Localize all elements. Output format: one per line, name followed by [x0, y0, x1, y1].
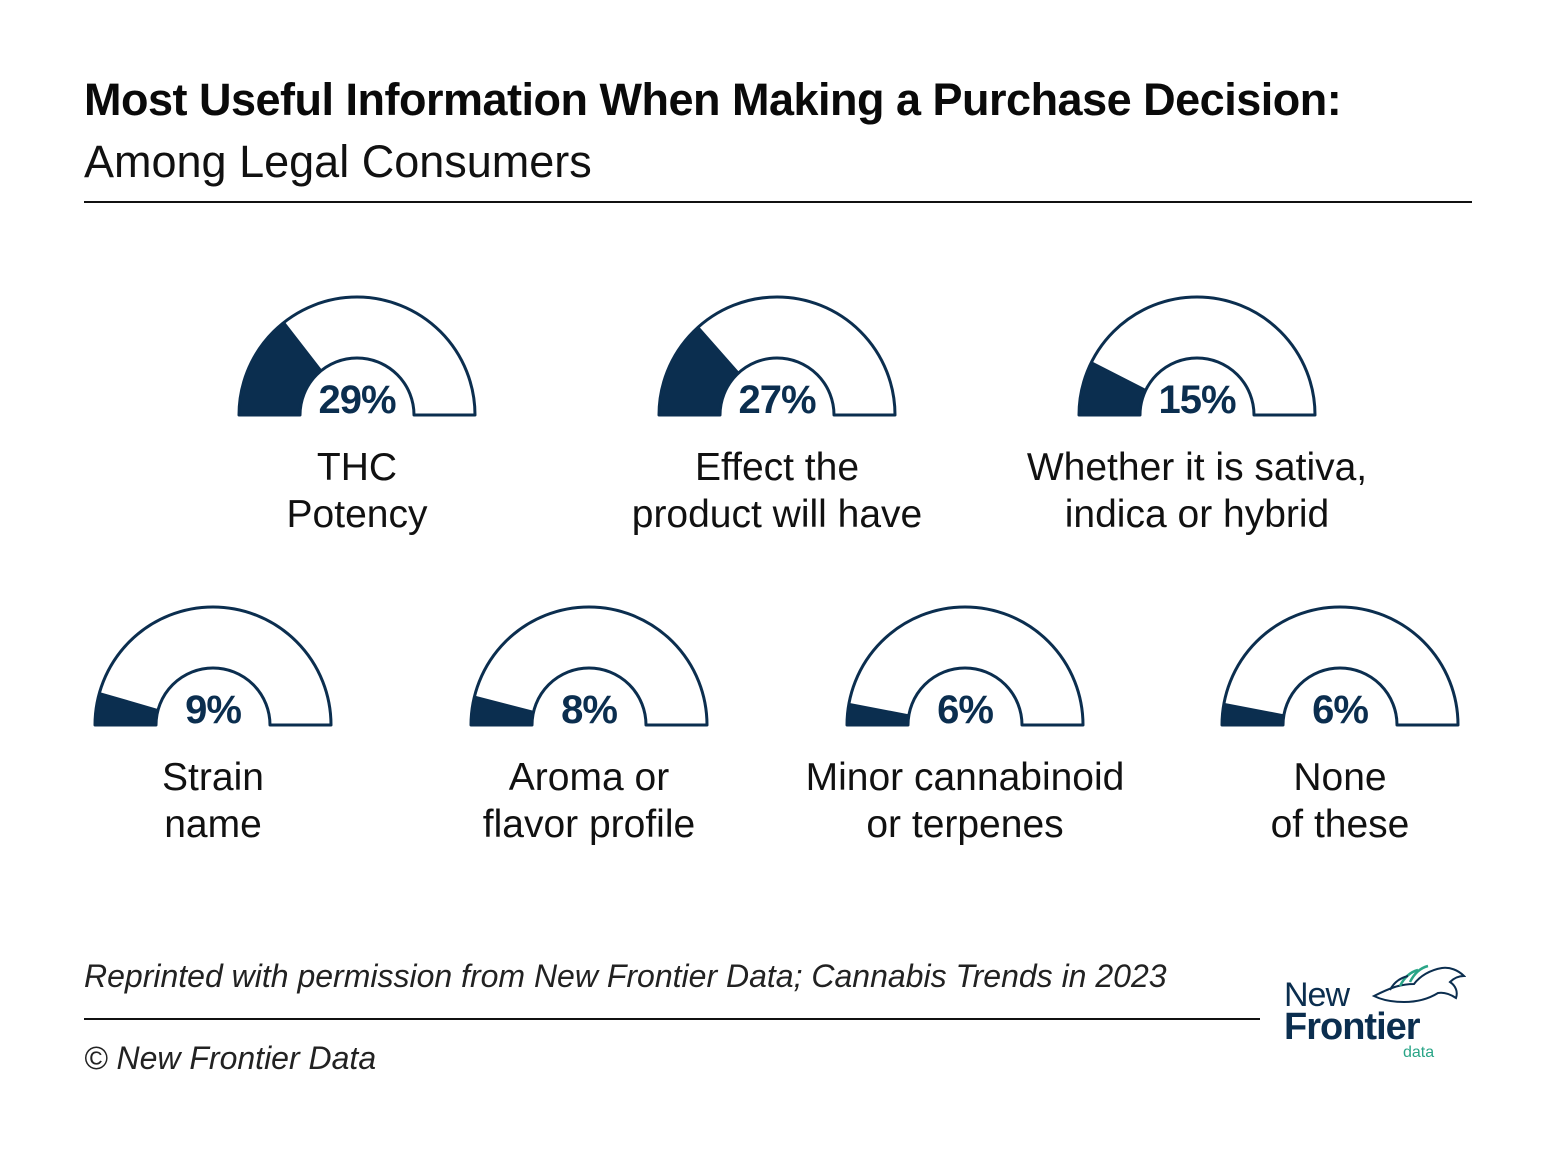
- gauge-fill: [659, 326, 740, 415]
- page-subtitle: Among Legal Consumers: [84, 136, 592, 187]
- gauge-category-label: Strain: [162, 756, 264, 799]
- horse-head-icon: [1371, 964, 1466, 1004]
- gauge-category-label: None: [1293, 756, 1386, 799]
- gauge-track: [1077, 295, 1317, 417]
- gauge-fill: [239, 321, 323, 415]
- logo-text-new: New: [1284, 976, 1350, 1014]
- new-frontier-logo: New Frontier data: [1284, 962, 1474, 1062]
- gauge-value-label: 9%: [185, 688, 241, 732]
- page-title: Most Useful Information When Making a Pu…: [84, 74, 1342, 125]
- gauge-category-label: product will have: [632, 493, 922, 536]
- gauge-value-label: 29%: [318, 378, 395, 422]
- gauge-track: [657, 295, 897, 417]
- gauge-category-label: Minor cannabinoid: [806, 756, 1125, 799]
- copyright-note: © New Frontier Data: [84, 1040, 377, 1076]
- gauge-value-label: 6%: [937, 688, 993, 732]
- gauge-category-label: or terpenes: [866, 803, 1063, 846]
- gauge-category-label: Aroma or: [509, 756, 669, 799]
- gauge-track: [93, 605, 333, 727]
- gauge-category-label: Effect the: [695, 446, 859, 489]
- gauge-category-label: name: [164, 803, 262, 846]
- gauge-category-label: flavor profile: [483, 803, 695, 846]
- gauge-fill: [471, 695, 534, 725]
- gauge-track: [469, 605, 709, 727]
- gauge-fill: [1079, 361, 1147, 415]
- gauge-track: [1220, 605, 1460, 727]
- logo-text-data: data: [1403, 1044, 1435, 1061]
- gauge-value-label: 8%: [561, 688, 617, 732]
- footer-divider: [84, 1018, 1260, 1020]
- gauge-category-label: of these: [1271, 803, 1410, 846]
- gauge-category-label: Potency: [287, 493, 428, 536]
- gauge-track: [237, 295, 477, 417]
- gauge: 15% Whether it is sativa,indica or hybrid: [1027, 295, 1367, 536]
- gauge-value-label: 15%: [1158, 378, 1235, 422]
- source-note: Reprinted with permission from New Front…: [84, 958, 1167, 994]
- gauge-value-label: 27%: [738, 378, 815, 422]
- gauge-fill: [1222, 702, 1285, 725]
- gauge-value-label: 6%: [1312, 688, 1368, 732]
- gauge-category-label: indica or hybrid: [1065, 493, 1329, 536]
- gauge-category-label: THC: [317, 446, 397, 489]
- gauge-fill: [95, 692, 159, 725]
- gauge-category-label: Whether it is sativa,: [1027, 446, 1367, 489]
- gauge-track: [845, 605, 1085, 727]
- logo-text-frontier: Frontier: [1284, 1006, 1421, 1048]
- gauge-fill: [847, 702, 910, 725]
- header-divider: [84, 201, 1472, 203]
